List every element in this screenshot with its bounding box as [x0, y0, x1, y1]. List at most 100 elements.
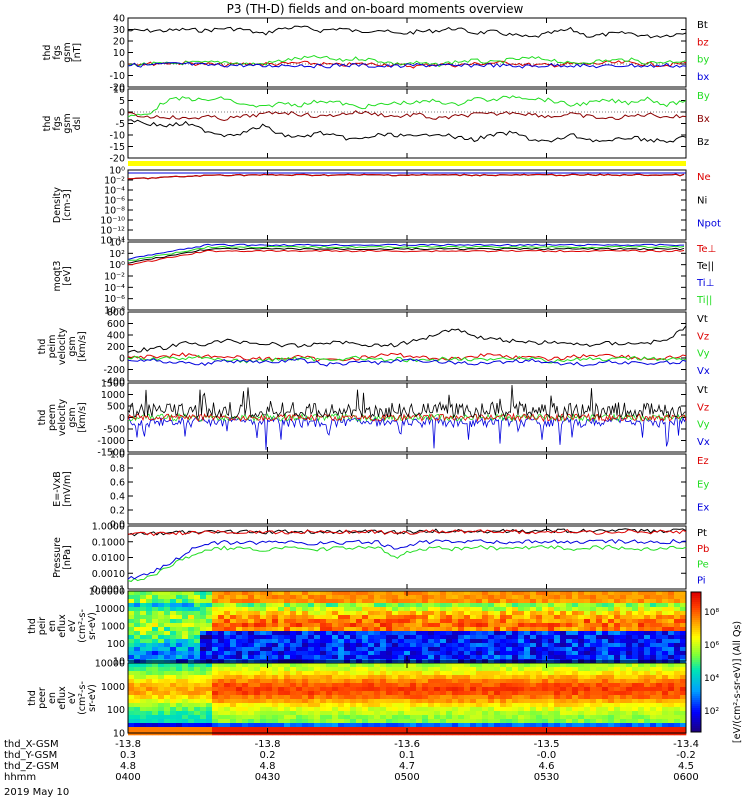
spectrogram-cell [638, 603, 645, 608]
spectrogram-cell [152, 719, 159, 724]
spectrogram-cell [662, 707, 669, 712]
spectrogram-cell [206, 687, 213, 692]
spectrogram-cell [572, 635, 579, 640]
spectrogram-cell [296, 615, 303, 620]
spectrogram-cell [404, 723, 411, 728]
spectrogram-cell [212, 663, 219, 668]
spectrogram-cell [434, 631, 441, 636]
spectrogram-cell [674, 611, 681, 616]
spectrogram-cell [590, 627, 597, 632]
spectrogram-cell [476, 595, 483, 600]
spectrogram-cell [566, 707, 573, 712]
spectrogram-cell [644, 703, 651, 708]
spectrogram-cell [182, 623, 189, 628]
spectrogram-cell [368, 707, 375, 712]
spectrogram-cell [482, 675, 489, 680]
spectrogram-cell [170, 699, 177, 704]
spectrogram-cell [242, 599, 249, 604]
spectrogram-cell [476, 679, 483, 684]
spectrogram-cell [638, 671, 645, 676]
spectrogram-cell [434, 623, 441, 628]
spectrogram-cell [494, 675, 501, 680]
spectrogram-cell [578, 667, 585, 672]
spectrogram-cell [668, 671, 675, 676]
spectrogram-cell [170, 595, 177, 600]
spectrogram-cell [230, 643, 237, 648]
spectrogram-cell [392, 671, 399, 676]
spectrogram-cell [440, 623, 447, 628]
spectrogram-cell [548, 683, 555, 688]
spectrogram-cell [242, 699, 249, 704]
spectrogram-cell [170, 651, 177, 656]
x-axis-row-value: 0430 [255, 772, 280, 783]
spectrogram-cell [380, 667, 387, 672]
spectrogram-cell [650, 699, 657, 704]
spectrogram-cell [488, 619, 495, 624]
spectrogram-cell [476, 591, 483, 596]
spectrogram-cell [434, 639, 441, 644]
spectrogram-cell [668, 647, 675, 652]
colorbar-cell [691, 626, 701, 629]
spectrogram-cell [326, 611, 333, 616]
spectrogram-cell [614, 707, 621, 712]
spectrogram-cell [200, 635, 207, 640]
spectrogram-cell [128, 679, 135, 684]
spectrogram-cell [650, 627, 657, 632]
spectrogram-cell [278, 683, 285, 688]
spectrogram-cell [206, 699, 213, 704]
spectrogram-cell [458, 643, 465, 648]
spectrogram-cell [632, 723, 639, 728]
spectrogram-cell [344, 615, 351, 620]
spectrogram-cell [164, 623, 171, 628]
spectrogram-cell [428, 667, 435, 672]
spectrogram-cell [134, 679, 141, 684]
spectrogram-cell [578, 663, 585, 668]
spectrogram-cell [218, 667, 225, 672]
spectrogram-cell [512, 643, 519, 648]
spectrogram-cell [506, 679, 513, 684]
spectrogram-cell [248, 639, 255, 644]
spectrogram-cell [578, 671, 585, 676]
spectrogram-cell [554, 707, 561, 712]
legend-entry: Vy [697, 349, 710, 360]
spectrogram-cell [416, 687, 423, 692]
spectrogram-cell [200, 631, 207, 636]
spectrogram-cell [620, 667, 627, 672]
spectrogram-cell [650, 639, 657, 644]
spectrogram-cell [578, 727, 585, 732]
spectrogram-cell [308, 647, 315, 652]
spectrogram-cell [296, 687, 303, 692]
spectrogram-cell [572, 655, 579, 660]
spectrogram-cell [242, 611, 249, 616]
spectrogram-cell [584, 715, 591, 720]
spectrogram-cell [368, 675, 375, 680]
spectrogram-cell [440, 679, 447, 684]
spectrogram-cell [470, 699, 477, 704]
x-axis-row-value: 4.7 [399, 761, 415, 772]
spectrogram-cell [452, 603, 459, 608]
legend-entry: bx [697, 72, 709, 83]
spectrogram-cell [524, 699, 531, 704]
spectrogram-cell [518, 727, 525, 732]
spectrogram-cell [236, 695, 243, 700]
spectrogram-cell [134, 671, 141, 676]
spectrogram-cell [344, 647, 351, 652]
spectrogram-cell [200, 675, 207, 680]
spectrogram-cell [488, 591, 495, 596]
spectrogram-cell [140, 639, 147, 644]
spectrogram-cell [674, 599, 681, 604]
spectrogram-cell [212, 611, 219, 616]
spectrogram-cell [578, 711, 585, 716]
y-axis-label-line: velocity [57, 399, 68, 437]
spectrogram-cell [440, 635, 447, 640]
spectrogram-cell [668, 643, 675, 648]
spectrogram-cell [458, 687, 465, 692]
spectrogram-cell [380, 679, 387, 684]
spectrogram-cell [302, 639, 309, 644]
spectrogram-cell [272, 727, 279, 732]
spectrogram-cell [584, 623, 591, 628]
spectrogram-cell [446, 611, 453, 616]
spectrogram-cell [320, 715, 327, 720]
series-line-vt [127, 325, 687, 353]
legend-entry: Vt [697, 314, 708, 325]
